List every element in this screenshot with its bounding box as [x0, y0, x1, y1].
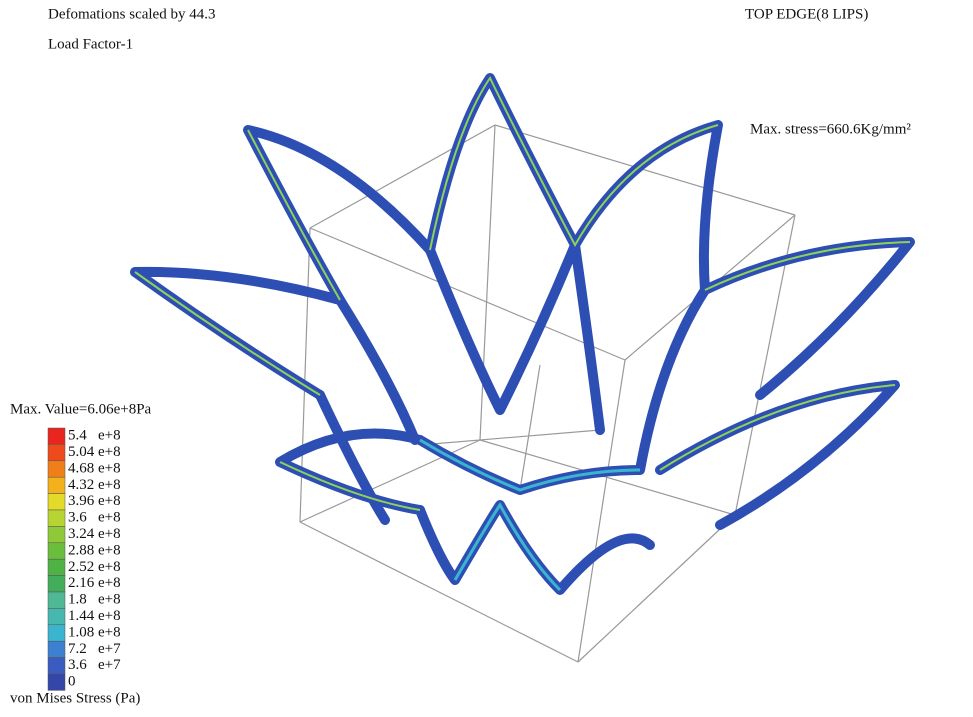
legend-value: 2.52	[68, 559, 94, 575]
legend-value: 2.16	[68, 575, 95, 591]
legend-exponent: e+8	[98, 559, 121, 575]
max-stress: Max. stress=660.6Kg/mm²	[750, 121, 911, 137]
legend-swatch	[48, 674, 65, 690]
legend-exponent: e+8	[98, 526, 121, 542]
legend-value: 1.08	[68, 624, 94, 640]
legend-exponent: e+8	[98, 493, 121, 509]
legend-exponent: e+8	[98, 444, 121, 460]
legend-swatch	[48, 559, 65, 575]
legend-swatch	[48, 576, 65, 592]
legend-value: 3.24	[68, 526, 95, 542]
legend-exponent: e+8	[98, 608, 121, 624]
legend-value: 4.32	[68, 477, 94, 493]
figure: Defomations scaled by 44.3 Load Factor-1…	[0, 0, 973, 712]
legend-exponent: e+7	[98, 641, 121, 657]
legend-swatch	[48, 428, 65, 444]
legend-swatch	[48, 641, 65, 657]
legend-exponent: e+8	[98, 428, 121, 444]
legend-exponent: e+8	[98, 510, 121, 526]
legend-swatch	[48, 608, 65, 624]
legend-value: 3.6	[68, 510, 87, 526]
legend-swatch	[48, 494, 65, 510]
legend-value: 2.88	[68, 542, 94, 558]
legend-exponent: e+8	[98, 624, 121, 640]
legend-swatch	[48, 543, 65, 559]
deformation-text: Defomations scaled by 44.3	[48, 6, 215, 22]
legend-value: 5.04	[68, 444, 95, 460]
load-text: Load Factor-1	[48, 36, 133, 52]
legend-exponent: e+8	[98, 477, 121, 493]
legend-swatch	[48, 526, 65, 542]
legend-swatch	[48, 444, 65, 460]
legend-exponent: e+8	[98, 575, 121, 591]
legend-caption: von Mises Stress (Pa)	[10, 690, 140, 706]
legend-value: 3.96	[68, 493, 95, 509]
legend-swatch	[48, 625, 65, 641]
legend-swatch	[48, 510, 65, 526]
legend-exponent: e+8	[98, 542, 121, 558]
legend-exponent: e+8	[98, 592, 121, 608]
legend-value: 3.6	[68, 657, 87, 673]
legend-value: 7.2	[68, 641, 87, 657]
legend-value: 4.68	[68, 460, 94, 476]
structure	[135, 78, 910, 590]
legend-swatch	[48, 658, 65, 674]
view-text: TOP EDGE(8 LIPS)	[745, 6, 868, 22]
legend-swatch	[48, 461, 65, 477]
legend-swatch	[48, 592, 65, 608]
legend-value: 5.4	[68, 428, 87, 444]
legend-exponent: e+7	[98, 657, 121, 673]
legend-value: 1.44	[68, 608, 95, 624]
legend-title: Max. Value=6.06e+8Pa	[10, 401, 152, 417]
legend-value: 1.8	[68, 592, 87, 608]
legend-swatch	[48, 477, 65, 493]
legend-exponent: e+8	[98, 460, 121, 476]
legend-value: 0	[68, 674, 76, 690]
